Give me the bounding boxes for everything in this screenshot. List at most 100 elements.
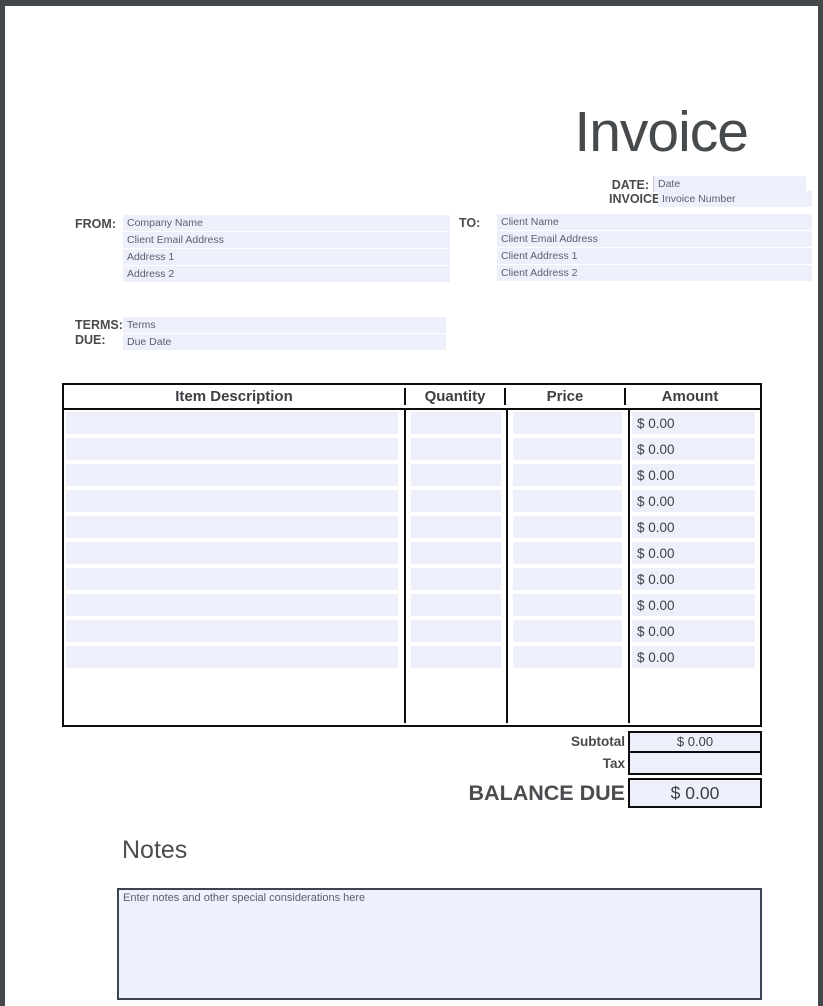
row-3-quantity-input[interactable]	[411, 464, 501, 486]
table-cell	[406, 438, 508, 460]
row-8-price-input[interactable]	[513, 594, 622, 616]
row-1-quantity-input[interactable]	[411, 412, 501, 434]
to-client-name-input[interactable]	[497, 214, 812, 230]
table-cell	[406, 568, 508, 590]
header-price: Price	[504, 388, 624, 405]
from-address2-input[interactable]	[123, 266, 450, 282]
header-quantity: Quantity	[404, 388, 504, 405]
row-9-description-input[interactable]	[66, 620, 398, 642]
row-7-price-input[interactable]	[513, 568, 622, 590]
subtotal-value: $ 0.00	[628, 731, 762, 753]
row-4-price-input[interactable]	[513, 490, 622, 512]
from-address1-input[interactable]	[123, 249, 450, 265]
row-3-amount-input[interactable]	[632, 464, 755, 486]
row-1-amount-input[interactable]	[632, 412, 755, 434]
table-cell	[630, 620, 760, 642]
row-9-price-input[interactable]	[513, 620, 622, 642]
tax-label: Tax	[602, 756, 625, 771]
header-amount: Amount	[624, 388, 754, 405]
date-label: DATE:	[611, 178, 649, 192]
row-5-price-input[interactable]	[513, 516, 622, 538]
row-4-amount-input[interactable]	[632, 490, 755, 512]
invoice-number-label: INVOICE	[609, 192, 661, 206]
table-row	[64, 620, 760, 642]
table-row	[64, 464, 760, 486]
table-cell	[508, 412, 630, 434]
notes-heading: Notes	[122, 836, 188, 864]
notes-textarea[interactable]	[117, 888, 762, 1000]
due-date-input[interactable]	[123, 334, 446, 350]
row-4-quantity-input[interactable]	[411, 490, 501, 512]
table-cell	[630, 412, 760, 434]
row-7-quantity-input[interactable]	[411, 568, 501, 590]
row-5-amount-input[interactable]	[632, 516, 755, 538]
table-cell	[64, 464, 406, 486]
row-7-amount-input[interactable]	[632, 568, 755, 590]
row-8-amount-input[interactable]	[632, 594, 755, 616]
row-10-quantity-input[interactable]	[411, 646, 501, 668]
balance-due-label: BALANCE DUE	[468, 781, 625, 805]
table-row	[64, 542, 760, 564]
table-rows	[64, 410, 760, 723]
table-cell	[508, 490, 630, 512]
table-cell	[406, 490, 508, 512]
row-6-quantity-input[interactable]	[411, 542, 501, 564]
date-input[interactable]	[653, 176, 806, 192]
row-10-price-input[interactable]	[513, 646, 622, 668]
table-cell	[508, 542, 630, 564]
invoice-number-input[interactable]	[658, 191, 812, 207]
row-10-amount-input[interactable]	[632, 646, 755, 668]
table-row	[64, 412, 760, 434]
table-cell	[406, 594, 508, 616]
items-table: Item Description Quantity Price Amount	[62, 383, 762, 727]
table-cell	[64, 490, 406, 512]
from-company-input[interactable]	[123, 215, 450, 231]
row-6-price-input[interactable]	[513, 542, 622, 564]
to-client-address1-input[interactable]	[497, 248, 812, 264]
table-cell	[508, 438, 630, 460]
table-cell	[64, 594, 406, 616]
table-cell	[64, 542, 406, 564]
table-cell	[406, 620, 508, 642]
row-1-price-input[interactable]	[513, 412, 622, 434]
table-cell	[64, 412, 406, 434]
row-9-quantity-input[interactable]	[411, 620, 501, 642]
row-9-amount-input[interactable]	[632, 620, 755, 642]
terms-input[interactable]	[123, 317, 446, 333]
row-7-description-input[interactable]	[66, 568, 398, 590]
table-cell	[630, 490, 760, 512]
table-row	[64, 646, 760, 668]
tax-input[interactable]	[630, 753, 760, 773]
row-8-quantity-input[interactable]	[411, 594, 501, 616]
row-6-amount-input[interactable]	[632, 542, 755, 564]
table-cell	[508, 516, 630, 538]
terms-label: TERMS:	[75, 318, 123, 332]
table-cell	[64, 568, 406, 590]
row-10-description-input[interactable]	[66, 646, 398, 668]
row-2-description-input[interactable]	[66, 438, 398, 460]
table-cell	[64, 646, 406, 668]
table-row	[64, 594, 760, 616]
table-cell	[406, 464, 508, 486]
row-3-price-input[interactable]	[513, 464, 622, 486]
to-client-address2-input[interactable]	[497, 265, 812, 281]
from-email-input[interactable]	[123, 232, 450, 248]
row-1-description-input[interactable]	[66, 412, 398, 434]
row-2-quantity-input[interactable]	[411, 438, 501, 460]
to-label: TO:	[459, 216, 481, 230]
row-3-description-input[interactable]	[66, 464, 398, 486]
row-5-description-input[interactable]	[66, 516, 398, 538]
row-2-price-input[interactable]	[513, 438, 622, 460]
row-4-description-input[interactable]	[66, 490, 398, 512]
table-cell	[630, 568, 760, 590]
row-2-amount-input[interactable]	[632, 438, 755, 460]
column-divider	[506, 410, 508, 723]
row-8-description-input[interactable]	[66, 594, 398, 616]
row-6-description-input[interactable]	[66, 542, 398, 564]
subtotal-label: Subtotal	[571, 734, 625, 749]
to-client-email-input[interactable]	[497, 231, 812, 247]
table-cell	[406, 646, 508, 668]
row-5-quantity-input[interactable]	[411, 516, 501, 538]
table-row	[64, 490, 760, 512]
